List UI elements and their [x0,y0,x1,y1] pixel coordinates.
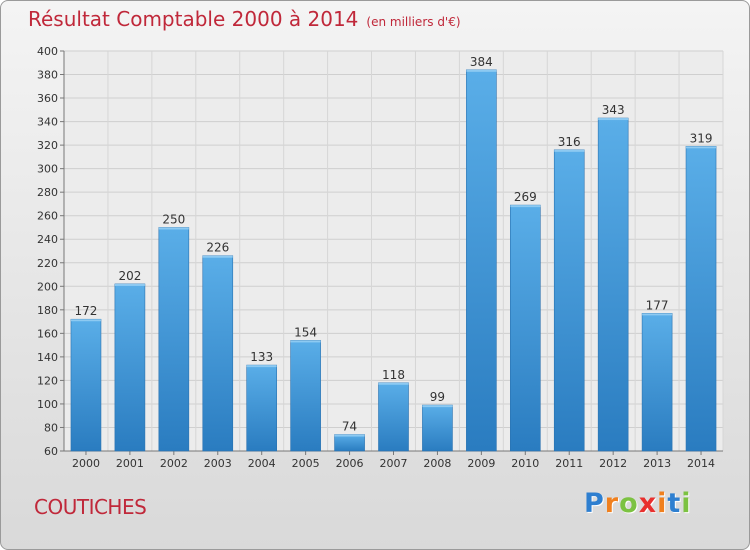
bar-2010 [509,204,541,452]
bar-2002 [158,227,190,452]
x-tick-label: 2010 [511,457,539,470]
bar-highlight [554,149,585,152]
bars [70,69,717,452]
bar-2005 [290,340,321,452]
bar-2003 [202,255,234,452]
logo-letter: r [604,488,620,519]
y-tick-label: 180 [37,304,58,317]
bar-2004 [246,364,277,452]
bar-2007 [378,382,409,452]
bar-highlight [422,405,453,408]
x-tick-label: 2011 [555,457,583,470]
bar-2011 [553,149,585,452]
x-tick-label: 2006 [336,457,364,470]
bar-value-label: 384 [470,55,493,69]
bar-2013 [641,313,673,452]
bar-2000 [70,318,102,452]
bar-value-label: 133 [250,350,273,364]
y-tick-label: 300 [37,163,58,176]
y-tick-label: 200 [37,280,58,293]
bar-highlight [158,227,189,230]
x-tick-label: 2013 [643,457,671,470]
bar-highlight [510,205,541,208]
bar-value-label: 74 [342,420,357,434]
bar-value-label: 250 [162,212,185,226]
y-tick-label: 120 [37,374,58,387]
bar-value-label: 177 [646,298,669,312]
bar-2006 [334,434,365,452]
x-tick-label: 2007 [380,457,408,470]
bar-value-label: 172 [75,304,98,318]
commune-name: COUTICHES [34,495,147,519]
logo-letter: o [619,488,639,519]
bar-highlight [642,313,673,316]
x-tick-label: 2009 [467,457,495,470]
bar-highlight [598,118,629,121]
logo-letter: i [657,488,668,519]
bar-highlight [290,340,321,343]
bar-highlight [334,434,365,437]
logo-letter: x [638,488,658,519]
x-tick-label: 2012 [599,457,627,470]
logo-letter: t [667,488,682,519]
bar-value-label: 343 [602,103,625,117]
chart-title-unit: (en milliers d'€) [366,15,461,29]
bar-highlight [686,146,717,149]
labels: 60 80 100 120 140 160 180 200 220 240 260 280 300 320… [37,45,715,470]
y-tick-label: 160 [37,327,58,340]
logo-letter: P [584,488,605,519]
bar-value-label: 316 [558,135,581,149]
bar-highlight [202,255,233,258]
bar-value-label: 154 [294,325,317,339]
y-tick-label: 340 [37,116,58,129]
bar-value-label: 202 [118,269,141,283]
chart-title-main: Résultat Comptable 2000 à 2014 [28,7,359,31]
bar-2008 [422,404,453,452]
y-tick-label: 140 [37,351,58,364]
x-tick-label: 2000 [72,457,100,470]
bar-highlight [378,382,409,385]
y-tick-label: 80 [44,421,58,434]
bar-value-label: 226 [206,241,229,255]
bar-value-label: 99 [430,390,445,404]
bar-value-label: 319 [690,131,713,145]
x-tick-label: 2004 [248,457,276,470]
bar-2014 [685,145,717,452]
y-tick-label: 280 [37,186,58,199]
y-tick-label: 100 [37,398,58,411]
bar-value-label: 118 [382,368,405,382]
bar-value-label: 269 [514,190,537,204]
y-tick-label: 380 [37,69,58,82]
bar-2009 [466,69,497,452]
y-tick-label: 220 [37,257,58,270]
y-tick-label: 60 [44,445,58,458]
y-tick-label: 240 [37,233,58,246]
x-tick-label: 2005 [292,457,320,470]
logo-letter: i [681,488,692,519]
bar-highlight [70,319,101,322]
y-tick-label: 320 [37,139,58,152]
bar-highlight [466,69,497,72]
y-tick-label: 260 [37,210,58,223]
x-tick-label: 2014 [687,457,715,470]
bar-2012 [597,117,629,452]
x-tick-label: 2001 [116,457,144,470]
bar-highlight [114,283,145,286]
bar-2001 [114,283,146,452]
x-tick-label: 2002 [160,457,188,470]
x-tick-label: 2003 [204,457,232,470]
x-tick-label: 2008 [423,457,451,470]
proxiti-logo: Proxiti [584,488,692,519]
chart-title: Résultat Comptable 2000 à 2014 (en millie… [28,7,461,31]
y-tick-label: 360 [37,92,58,105]
bar-highlight [246,365,277,368]
y-tick-label: 400 [37,45,58,58]
